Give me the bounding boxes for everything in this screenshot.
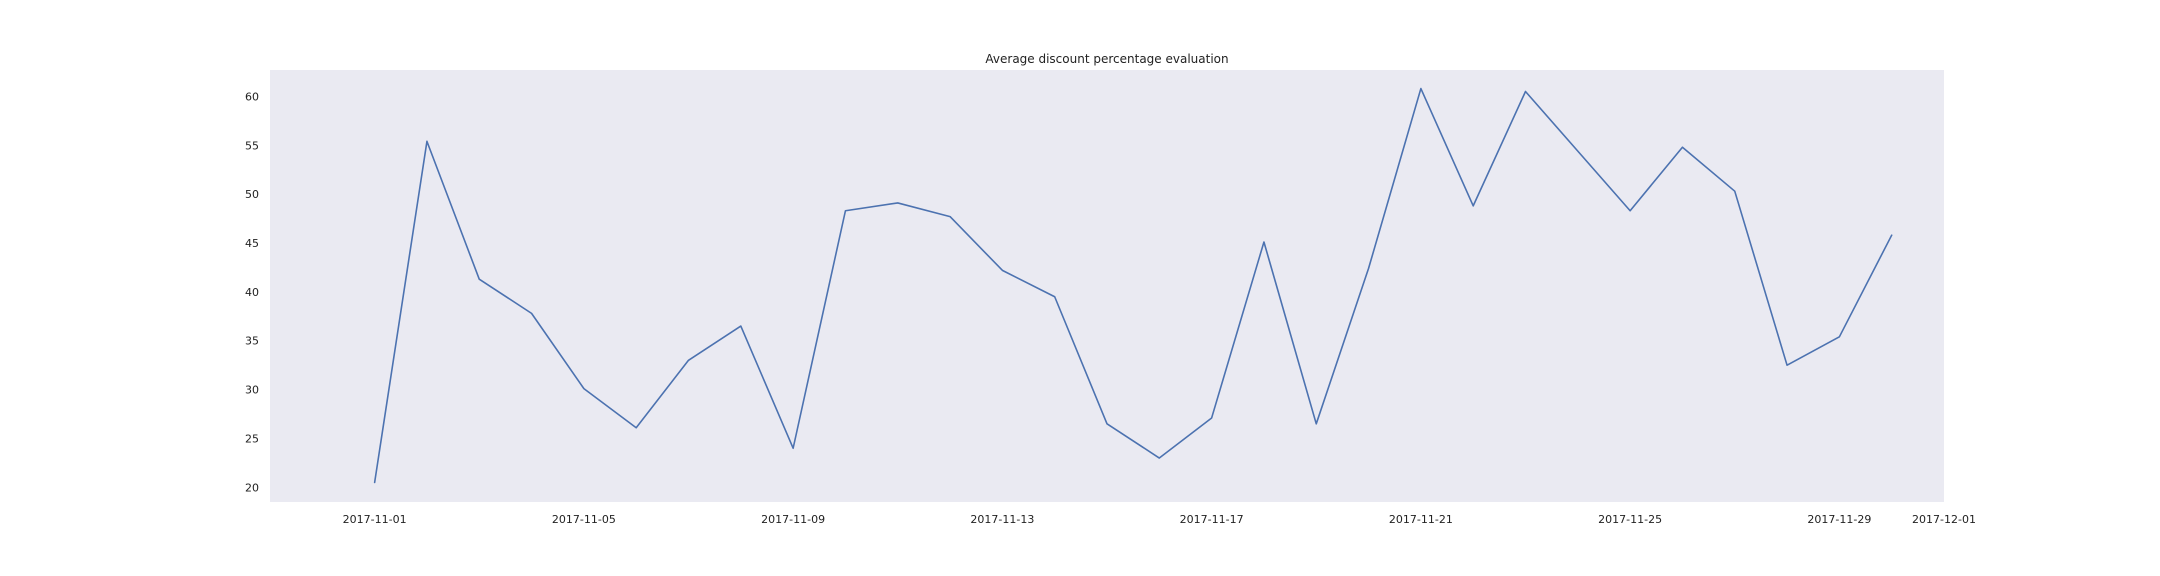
- y-tick-label-40: 40: [245, 286, 259, 299]
- data-point-2017-11-26: [1680, 145, 1684, 149]
- y-tick-label-45: 45: [245, 237, 259, 250]
- y-tick-label-50: 50: [245, 188, 259, 201]
- data-point-2017-11-07: [686, 358, 690, 362]
- line-series-1: [373, 87, 1893, 484]
- data-point-2017-11-29: [1837, 335, 1841, 339]
- data-point-2017-11-03: [477, 277, 481, 281]
- y-tick-label-30: 30: [245, 384, 259, 397]
- plot-area-group: [270, 70, 1944, 502]
- x-tick-label-2017-11-29: 2017-11-29: [1807, 513, 1871, 526]
- y-tick-label-35: 35: [245, 335, 259, 348]
- data-point-2017-11-01: [372, 480, 376, 484]
- data-point-2017-11-12: [948, 214, 952, 218]
- data-point-2017-11-28: [1785, 363, 1789, 367]
- data-point-2017-11-09: [791, 446, 795, 450]
- y-tick-label-25: 25: [245, 432, 259, 445]
- data-point-2017-11-15: [1105, 422, 1109, 426]
- data-point-2017-11-22: [1471, 204, 1475, 208]
- data-point-2017-11-02: [425, 139, 429, 143]
- data-point-2017-11-19: [1314, 422, 1318, 426]
- data-point-2017-11-18: [1262, 240, 1266, 244]
- data-point-2017-11-27: [1733, 189, 1737, 193]
- data-point-2017-11-06: [634, 426, 638, 430]
- x-tick-label-2017-11-01: 2017-11-01: [343, 513, 407, 526]
- y-axis: 20 25 30 35 40 45 50 55 60: [245, 90, 259, 494]
- chart-title: Average discount percentage evaluation: [985, 52, 1228, 66]
- data-point-2017-11-24: [1576, 149, 1580, 153]
- data-point-2017-11-10: [843, 209, 847, 213]
- data-point-2017-11-05: [582, 386, 586, 390]
- data-point-2017-11-23: [1523, 89, 1527, 93]
- x-tick-label-2017-12-01: 2017-12-01: [1912, 513, 1976, 526]
- data-point-2017-11-20: [1366, 266, 1370, 270]
- plot-area: [270, 70, 1944, 502]
- x-tick-label-2017-11-21: 2017-11-21: [1389, 513, 1453, 526]
- y-tick-label-60: 60: [245, 90, 259, 103]
- x-tick-label-2017-11-13: 2017-11-13: [970, 513, 1034, 526]
- data-point-2017-11-11: [896, 201, 900, 205]
- x-tick-label-2017-11-05: 2017-11-05: [552, 513, 616, 526]
- data-point-2017-11-25: [1628, 209, 1632, 213]
- x-tick-label-2017-11-09: 2017-11-09: [761, 513, 825, 526]
- x-tick-label-2017-11-25: 2017-11-25: [1598, 513, 1662, 526]
- data-point-2017-11-04: [529, 311, 533, 315]
- data-point-2017-11-30: [1889, 233, 1893, 237]
- data-point-2017-11-17: [1209, 416, 1213, 420]
- data-point-2017-11-16: [1157, 456, 1161, 460]
- x-tick-label-2017-11-17: 2017-11-17: [1180, 513, 1244, 526]
- x-axis: 2017-11-01 2017-11-05 2017-11-09 2017-11-13…: [343, 513, 1976, 526]
- data-point-2017-11-13: [1000, 268, 1004, 272]
- y-tick-label-55: 55: [245, 139, 259, 152]
- line-series-group: [372, 86, 1893, 484]
- data-point-2017-11-08: [739, 324, 743, 328]
- data-point-2017-11-14: [1052, 295, 1056, 299]
- data-point-2017-11-21: [1419, 86, 1423, 90]
- y-tick-label-20: 20: [245, 481, 259, 494]
